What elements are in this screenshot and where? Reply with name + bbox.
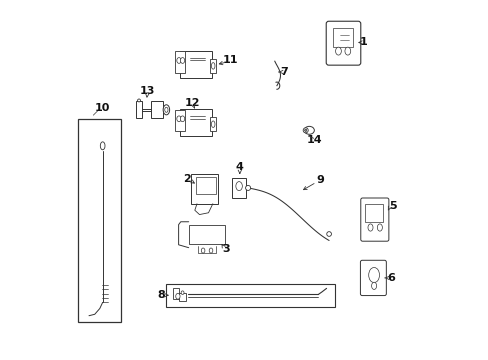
Ellipse shape [100, 142, 105, 150]
Bar [166, 284, 334, 307]
Text: 10: 10 [94, 103, 110, 113]
Bar [179, 109, 212, 136]
Ellipse shape [235, 181, 242, 191]
Text: 5: 5 [388, 201, 396, 211]
FancyBboxPatch shape [325, 21, 360, 65]
Ellipse shape [371, 282, 376, 289]
Text: 8: 8 [158, 290, 165, 300]
Ellipse shape [181, 291, 183, 294]
Bar [175, 110, 185, 131]
Text: 11: 11 [223, 55, 238, 66]
Ellipse shape [163, 105, 169, 115]
Ellipse shape [335, 47, 341, 55]
FancyBboxPatch shape [360, 260, 386, 296]
Bar [365, 204, 382, 222]
Ellipse shape [304, 126, 314, 134]
Ellipse shape [180, 58, 184, 63]
Bar [179, 50, 212, 77]
Bar [78, 119, 121, 322]
Ellipse shape [180, 116, 184, 122]
Ellipse shape [177, 116, 181, 122]
Bar [188, 225, 224, 244]
Ellipse shape [303, 128, 307, 133]
Ellipse shape [201, 248, 204, 253]
Text: 6: 6 [386, 273, 394, 283]
Ellipse shape [211, 121, 215, 127]
Ellipse shape [175, 293, 180, 299]
Text: 14: 14 [306, 135, 322, 145]
Text: 9: 9 [316, 175, 324, 185]
Bar [196, 177, 216, 194]
Ellipse shape [177, 58, 181, 63]
Ellipse shape [245, 185, 250, 190]
Bar [151, 101, 163, 118]
Text: 12: 12 [184, 98, 200, 108]
Bar [231, 178, 246, 198]
Text: 1: 1 [359, 37, 367, 48]
Ellipse shape [344, 47, 350, 55]
Bar [179, 293, 185, 301]
Ellipse shape [211, 63, 215, 69]
Text: 3: 3 [222, 244, 230, 254]
Bar [191, 174, 218, 204]
Text: 7: 7 [280, 67, 287, 77]
Text: 4: 4 [235, 162, 243, 172]
Bar [175, 51, 185, 73]
Ellipse shape [209, 248, 212, 253]
Ellipse shape [164, 107, 168, 112]
FancyBboxPatch shape [360, 198, 388, 241]
Ellipse shape [377, 224, 382, 231]
Ellipse shape [326, 232, 331, 237]
Ellipse shape [367, 224, 372, 231]
Ellipse shape [304, 129, 306, 131]
Bar [209, 59, 216, 73]
Ellipse shape [137, 99, 140, 102]
Bar [136, 101, 142, 118]
Bar [209, 117, 216, 131]
Bar [172, 288, 179, 299]
Text: 2: 2 [183, 174, 190, 184]
Bar [332, 28, 352, 47]
Ellipse shape [368, 267, 379, 283]
Text: 13: 13 [140, 86, 155, 96]
